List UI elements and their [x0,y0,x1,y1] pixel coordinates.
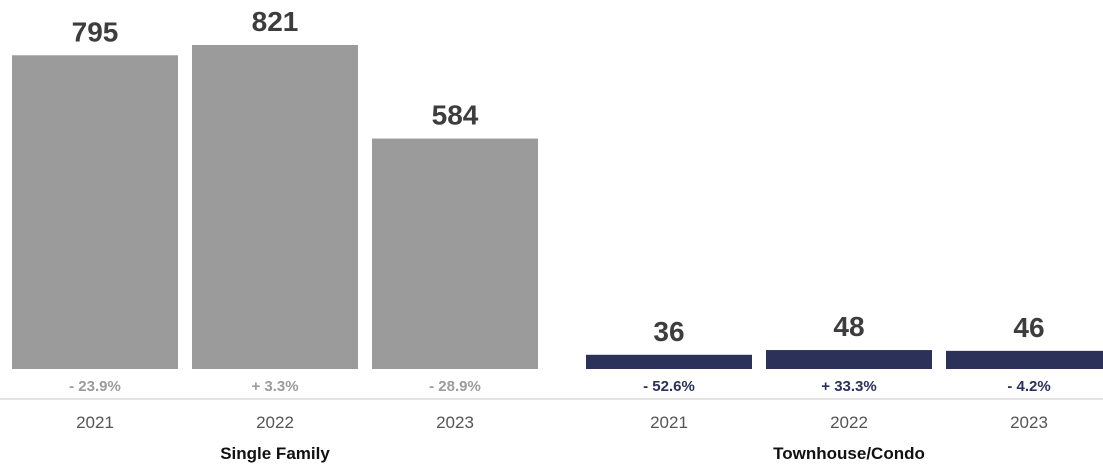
change-label-townhouse-condo-2022: + 33.3% [821,378,876,395]
change-label-townhouse-condo-2021: - 52.6% [643,378,695,395]
value-label-single-family-2022: 821 [252,6,299,37]
group-label-townhouse-condo: Townhouse/Condo [773,444,925,463]
tick-label-townhouse-condo-2023: 2023 [1010,413,1048,432]
value-label-townhouse-condo-2023: 46 [1013,312,1044,343]
value-label-single-family-2023: 584 [432,100,479,131]
change-label-single-family-2021: - 23.9% [69,378,121,395]
bar-townhouse-condo-2021 [586,354,752,369]
tick-label-single-family-2022: 2022 [256,413,294,432]
bars-layer [12,45,1103,370]
tick-label-single-family-2023: 2023 [436,413,474,432]
bar-townhouse-condo-2022 [766,350,932,369]
change-label-single-family-2023: - 28.9% [429,378,481,395]
change-label-single-family-2022: + 3.3% [251,378,298,395]
tick-label-townhouse-condo-2021: 2021 [650,413,688,432]
tick-label-townhouse-condo-2022: 2022 [830,413,868,432]
change-label-townhouse-condo-2023: - 4.2% [1007,378,1050,395]
tick-label-single-family-2021: 2021 [76,413,114,432]
group-label-single-family: Single Family [220,444,330,463]
value-label-townhouse-condo-2021: 36 [653,316,684,347]
bar-single-family-2022 [192,45,358,369]
bar-single-family-2021 [12,55,178,370]
value-label-single-family-2021: 795 [72,16,119,47]
labels-layer: 795 - 23.9% 2021 821 + 3.3% 2022 584 - 28.9% 202… [69,6,1051,463]
bar-single-family-2023 [372,138,538,369]
bar-townhouse-condo-2023 [946,350,1103,369]
value-label-townhouse-condo-2022: 48 [833,311,864,342]
